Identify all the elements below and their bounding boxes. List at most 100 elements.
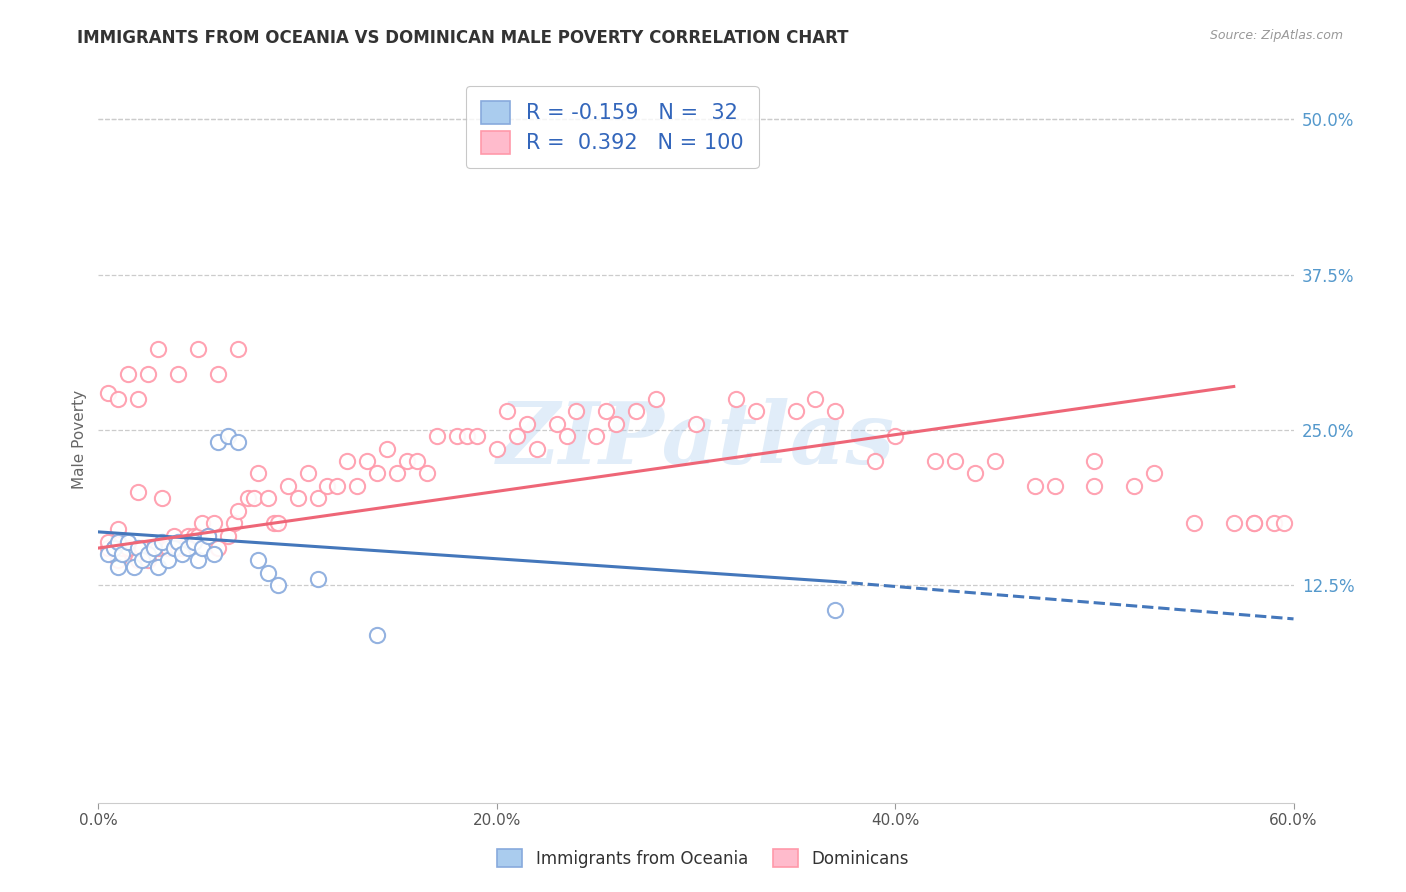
Point (191, 541, 214, 555)
Point (187, 553, 209, 567)
Point (366, 467, 388, 481)
Point (107, 523, 129, 537)
Point (148, 541, 170, 555)
Point (277, 479, 299, 493)
Point (287, 491, 309, 506)
Point (127, 553, 149, 567)
Legend: R = -0.159   N =  32, R =  0.392   N = 100: R = -0.159 N = 32, R = 0.392 N = 100 (465, 87, 759, 168)
Point (127, 485, 149, 500)
Text: Source: ZipAtlas.com: Source: ZipAtlas.com (1209, 29, 1343, 42)
Point (172, 547, 194, 561)
Point (217, 528, 239, 542)
Point (183, 534, 205, 549)
Point (103, 541, 125, 555)
Point (1243, 516, 1265, 531)
Point (1024, 479, 1046, 493)
Point (1083, 479, 1105, 493)
Point (267, 516, 290, 531)
Point (256, 566, 278, 580)
Point (516, 417, 538, 431)
Point (226, 504, 249, 518)
Point (546, 417, 568, 431)
Point (222, 516, 245, 531)
Point (465, 429, 488, 443)
Point (416, 467, 439, 481)
Point (187, 528, 209, 542)
Point (526, 442, 548, 456)
Point (267, 578, 290, 592)
Point (865, 454, 887, 468)
Point (202, 516, 225, 531)
Point (97, 547, 120, 561)
Point (246, 553, 269, 567)
Point (148, 342, 170, 356)
Point (585, 429, 607, 443)
Point (127, 392, 149, 406)
Point (148, 559, 170, 574)
Point (117, 534, 139, 549)
Point (167, 534, 190, 549)
Point (456, 429, 478, 443)
Point (136, 547, 159, 561)
Point (107, 392, 129, 406)
Point (1182, 516, 1205, 531)
Point (136, 367, 159, 381)
Point (143, 541, 166, 555)
Point (924, 454, 946, 468)
Point (163, 528, 186, 542)
Point (183, 528, 205, 542)
Y-axis label: Male Poverty: Male Poverty (72, 390, 87, 489)
Point (143, 541, 166, 555)
Point (366, 628, 388, 642)
Point (167, 367, 190, 381)
Point (346, 479, 368, 493)
Point (131, 553, 153, 567)
Point (207, 367, 229, 381)
Point (150, 491, 173, 506)
Point (724, 392, 747, 406)
Point (685, 417, 707, 431)
Point (326, 479, 349, 493)
Point (236, 491, 259, 506)
Point (157, 553, 180, 567)
Point (117, 367, 139, 381)
Point (385, 467, 409, 481)
Point (984, 454, 1007, 468)
Point (97, 534, 120, 549)
Point (1272, 516, 1295, 531)
Legend: Immigrants from Oceania, Dominicans: Immigrants from Oceania, Dominicans (491, 843, 915, 874)
Point (167, 541, 190, 555)
Point (495, 404, 517, 418)
Point (172, 541, 194, 555)
Point (307, 491, 329, 506)
Point (111, 547, 134, 561)
Point (124, 559, 146, 574)
Point (446, 429, 468, 443)
Point (256, 491, 278, 506)
Point (246, 467, 269, 481)
Point (191, 516, 214, 531)
Point (136, 553, 159, 567)
Point (243, 491, 266, 506)
Point (307, 572, 329, 586)
Point (485, 442, 508, 456)
Point (356, 454, 378, 468)
Point (943, 454, 966, 468)
Point (824, 404, 846, 418)
Point (97, 385, 120, 400)
Point (1223, 516, 1246, 531)
Point (127, 541, 149, 555)
Point (1043, 479, 1066, 493)
Point (131, 541, 153, 555)
Point (163, 541, 186, 555)
Point (111, 541, 134, 555)
Point (605, 417, 627, 431)
Point (226, 342, 249, 356)
Point (197, 528, 219, 542)
Point (1123, 479, 1146, 493)
Point (626, 404, 648, 418)
Point (336, 454, 359, 468)
Point (177, 528, 200, 542)
Point (117, 541, 139, 555)
Point (506, 429, 529, 443)
